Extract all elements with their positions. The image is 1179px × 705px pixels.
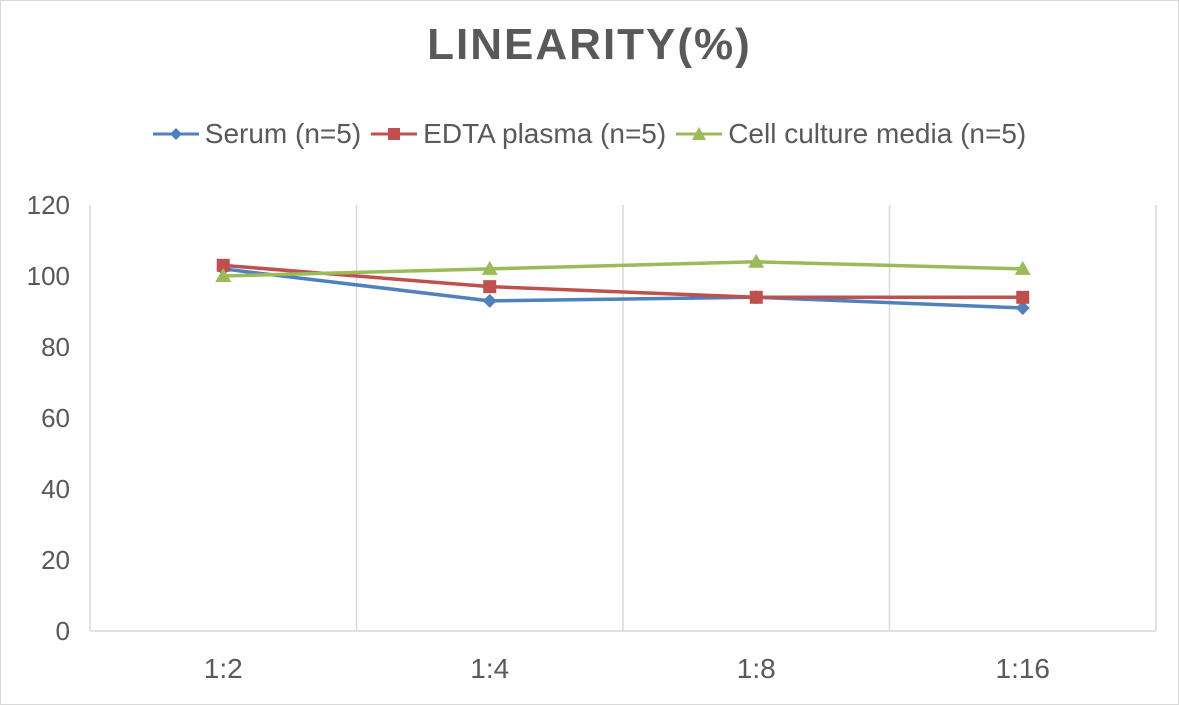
legend-item-edta-plasma: EDTA plasma (n=5): [371, 118, 666, 150]
x-tick-label: 1:2: [204, 653, 243, 684]
data-point-serum: [482, 293, 497, 308]
data-point-edta-plasma: [749, 290, 763, 304]
y-tick-label: 80: [41, 332, 70, 362]
data-point-edta-plasma: [216, 258, 230, 272]
data-point-cell-culture-media: [481, 260, 498, 275]
data-point-cell-culture-media: [215, 268, 232, 282]
data-point-serum: [1015, 300, 1030, 315]
legend-swatch-serum: [152, 128, 199, 140]
x-tick-label: 1:4: [470, 653, 509, 684]
y-tick-label: 40: [41, 474, 70, 504]
legend-swatch-cell-culture-media: [676, 127, 723, 140]
legend-label-serum: Serum (n=5): [204, 118, 362, 149]
data-point-edta-plasma: [1016, 290, 1030, 304]
x-tick-label: 1:16: [996, 653, 1051, 684]
series-line-cell-culture-media: [223, 260, 1023, 278]
chart-legend: Serum (n=5) EDTA plasma (n=5) Cell cultu…: [0, 118, 1179, 150]
y-tick-label: 20: [41, 545, 70, 575]
series-line-edta-plasma: [223, 263, 1023, 300]
data-point-cell-culture-media: [1014, 260, 1031, 275]
data-point-edta-plasma: [483, 280, 497, 294]
y-tick-label: 100: [27, 261, 70, 291]
data-point-cell-culture-media: [748, 253, 765, 268]
legend-label-edta-plasma: EDTA plasma (n=5): [423, 118, 667, 149]
x-tick-label: 1:8: [737, 653, 776, 684]
legend-label-cell-culture-media: Cell culture media (n=5): [728, 118, 1027, 149]
legend-swatch-edta-plasma: [371, 128, 418, 140]
chart-title: LINEARITY(%): [427, 20, 752, 69]
legend-item-serum: Serum (n=5): [152, 118, 362, 150]
y-tick-label: 120: [27, 190, 70, 220]
y-tick-label: 0: [56, 616, 70, 646]
series-line-serum: [223, 267, 1023, 310]
y-tick-label: 60: [41, 403, 70, 433]
legend-item-cell-culture-media: Cell culture media (n=5): [676, 118, 1026, 150]
